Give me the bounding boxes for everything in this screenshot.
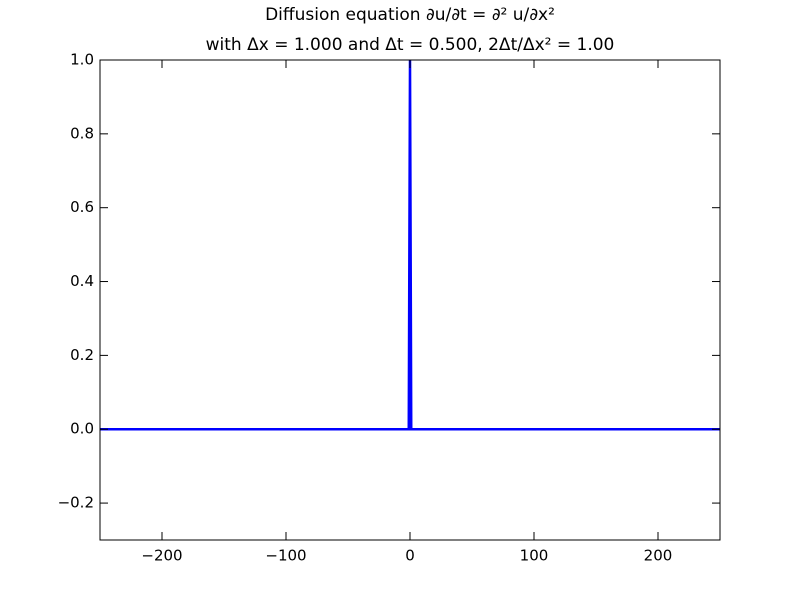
data-line bbox=[100, 59, 720, 431]
x-tick-label: 0 bbox=[405, 547, 415, 565]
chart-subtitle: with Δx = 1.000 and Δt = 0.500, 2Δt/Δx² … bbox=[206, 35, 615, 55]
y-tick-label: −0.2 bbox=[58, 494, 94, 512]
x-tick-label: −200 bbox=[141, 547, 182, 565]
x-tick-label: 200 bbox=[644, 547, 673, 565]
y-tick-label: 0.4 bbox=[70, 272, 94, 290]
y-tick-label: 0.6 bbox=[70, 198, 94, 216]
y-tick-label: 0.2 bbox=[70, 346, 94, 364]
x-tick-label: 100 bbox=[520, 547, 549, 565]
chart-title: Diffusion equation ∂u/∂t = ∂² u/∂x² bbox=[265, 5, 555, 25]
y-tick-label: 0.8 bbox=[70, 124, 94, 142]
y-tick-label: 0.0 bbox=[70, 420, 94, 438]
y-tick-label: 1.0 bbox=[70, 51, 94, 69]
x-tick-label: −100 bbox=[265, 547, 306, 565]
plot-frame bbox=[99, 59, 721, 541]
